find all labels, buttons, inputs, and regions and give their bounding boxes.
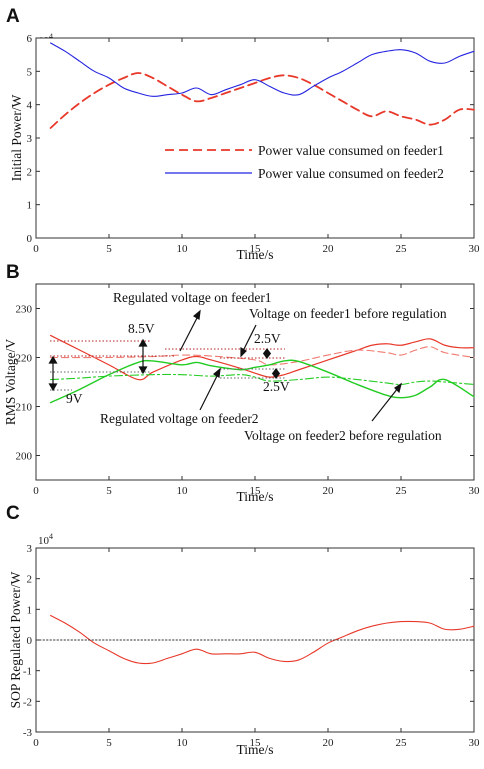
- panel-b-annotations: Regulated voltage on feeder1 Voltage on …: [48, 290, 447, 443]
- y-tick-label: -1: [23, 666, 32, 678]
- series-line-0-0: [49, 72, 475, 129]
- panel-a-ylabel: Initial Power/W: [9, 94, 24, 181]
- y-tick-label: -2: [23, 696, 32, 708]
- panel-a-legend: Power value consumed on feeder1 Power va…: [165, 143, 444, 181]
- y-tick-label: -3: [23, 727, 33, 739]
- legend-feeder2-label: Power value consumed on feeder2: [258, 166, 444, 181]
- x-tick-label: 25: [396, 243, 408, 255]
- pointer-reg-feeder1: [179, 309, 201, 352]
- x-tick-label: 5: [106, 485, 112, 497]
- x-tick-label: 30: [469, 737, 481, 749]
- x-tick-label: 25: [396, 485, 408, 497]
- x-tick-label: 25: [396, 737, 408, 749]
- x-tick-label: 0: [33, 243, 39, 255]
- y-tick-label: 1: [27, 604, 33, 616]
- label-before-feeder2: Voltage on feeder2 before regulation: [244, 428, 442, 443]
- x-tick-label: 15: [250, 737, 262, 749]
- panel-c-letter: C: [6, 503, 20, 524]
- panel-c-exponent: 104: [38, 532, 53, 547]
- label-reg-feeder1: Regulated voltage on feeder1: [113, 290, 272, 305]
- y-tick-label: 0: [27, 635, 33, 647]
- x-tick-label: 30: [469, 485, 481, 497]
- label-before-feeder1: Voltage on feeder1 before regulation: [249, 306, 447, 321]
- y-tick-label: 6: [27, 33, 33, 45]
- x-tick-label: 20: [323, 243, 335, 255]
- y-tick-label: 210: [16, 402, 33, 414]
- arrow-25b: [271, 368, 281, 379]
- label-diff-85: 8.5V: [128, 321, 155, 336]
- panel-c: C 104 0 5 10 15 20 25 30 -3 -2 -1 0 1 2 3 Time/s SOP …: [6, 503, 480, 757]
- pointer-reg-feeder2: [199, 367, 221, 411]
- x-tick-label: 10: [177, 485, 189, 497]
- panel-b-xlabel: Time/s: [236, 489, 273, 504]
- arrow-25a: [262, 348, 272, 359]
- panel-b-ylabel: RMS Voltage/V: [3, 339, 18, 425]
- x-tick-label: 5: [106, 737, 112, 749]
- y-tick-label: 5: [27, 66, 33, 78]
- x-tick-label: 15: [250, 485, 262, 497]
- arrow-9: [48, 355, 58, 392]
- series-line-1-0: [50, 334, 475, 381]
- series-line-1-3: [50, 373, 475, 386]
- panel-b: B 0 5 10 15 20 25 30 200 210 220 230: [3, 262, 480, 504]
- y-tick-label: 220: [16, 353, 33, 365]
- arrow-85: [138, 338, 148, 375]
- x-tick-label: 10: [177, 737, 189, 749]
- panel-a-letter: A: [6, 6, 20, 27]
- x-tick-label: 15: [250, 243, 262, 255]
- y-tick-label: 4: [27, 100, 33, 112]
- label-diff-25a: 2.5V: [254, 331, 281, 346]
- y-tick-label: 0: [27, 233, 33, 245]
- x-tick-label: 10: [177, 243, 189, 255]
- panel-c-ticks: 0 5 10 15 20 25 30 -3 -2 -1 0 1 2 3: [23, 543, 480, 749]
- panel-c-xlabel: Time/s: [236, 742, 273, 757]
- legend-feeder1-label: Power value consumed on feeder1: [258, 143, 444, 158]
- y-tick-label: 2: [27, 574, 33, 586]
- panel-c-ylabel: SOP Regulated Power/W: [8, 571, 23, 708]
- panel-a-series: [49, 42, 475, 129]
- y-tick-label: 2: [27, 166, 33, 178]
- y-tick-label: 3: [27, 133, 33, 145]
- series-line-0-1: [50, 42, 475, 97]
- x-tick-label: 5: [106, 243, 112, 255]
- panel-a-plot-frame: [35, 37, 475, 239]
- x-tick-label: 20: [323, 485, 335, 497]
- panel-b-letter: B: [6, 262, 20, 283]
- panel-a-ticks: 0 5 10 15 20 25 30 0 1 2 3 4 5 6: [27, 33, 481, 255]
- x-tick-label: 20: [323, 737, 335, 749]
- series-line-2-0: [50, 614, 475, 665]
- series-line-1-1: [50, 346, 475, 366]
- label-diff-9: 9V: [66, 391, 83, 406]
- panel-a-xlabel: Time/s: [236, 247, 273, 262]
- x-tick-label: 0: [33, 737, 39, 749]
- pointer-before-feeder1: [240, 324, 257, 358]
- x-tick-label: 0: [33, 485, 39, 497]
- label-reg-feeder2: Regulated voltage on feeder2: [100, 411, 259, 426]
- y-tick-label: 3: [27, 543, 33, 555]
- panel-c-series: [35, 614, 475, 665]
- x-tick-label: 30: [469, 243, 481, 255]
- y-tick-label: 230: [16, 304, 33, 316]
- label-diff-25b: 2.5V: [263, 379, 290, 394]
- y-tick-label: 200: [16, 451, 33, 463]
- panel-b-ticks: 0 5 10 15 20 25 30 200 210 220 230: [16, 284, 481, 497]
- pointer-before-feeder2: [371, 382, 402, 422]
- y-tick-label: 1: [27, 200, 33, 212]
